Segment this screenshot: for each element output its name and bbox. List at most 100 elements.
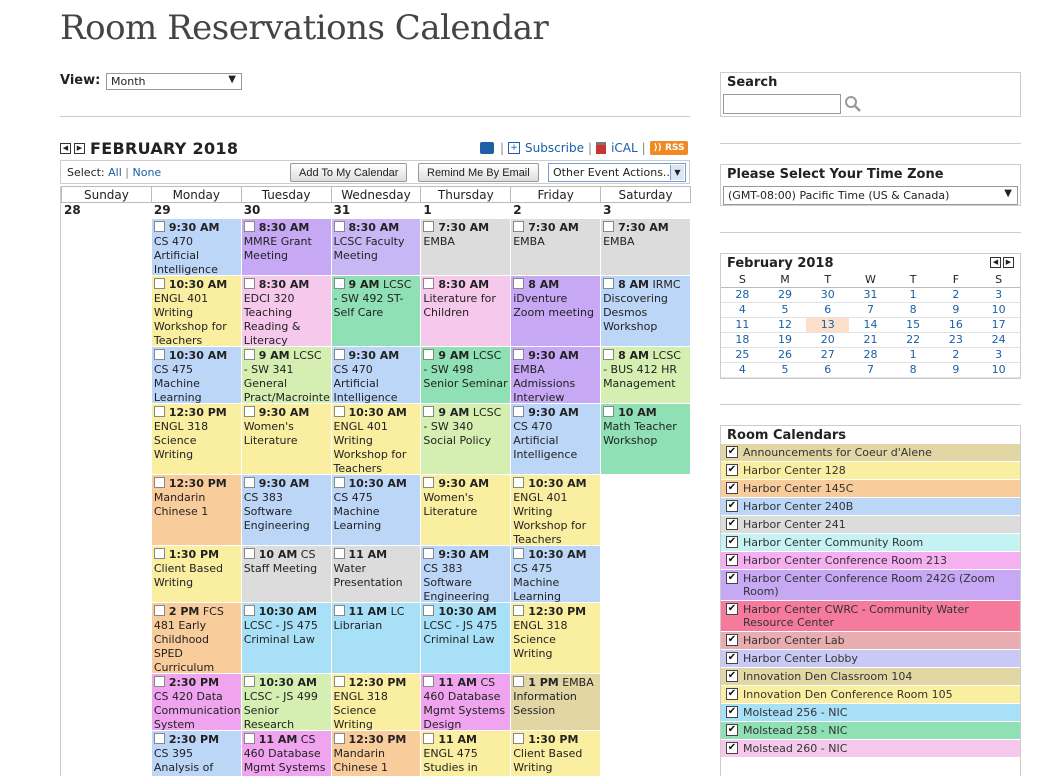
event-checkbox[interactable] (243, 349, 255, 360)
mini-day[interactable]: 5 (763, 362, 807, 378)
room-calendar-item[interactable]: ✔ Harbor Center Lobby (721, 650, 1020, 668)
mini-day[interactable]: 12 (763, 317, 807, 333)
timezone-select[interactable]: (GMT-08:00) Pacific Time (US & Canada) ▼ (723, 186, 1018, 205)
event-item[interactable]: 9 AM LCSC - SW 498 Senior Seminar (421, 347, 511, 404)
event-checkbox[interactable] (603, 349, 615, 360)
room-calendar-item[interactable]: ✔ Harbor Center Lab (721, 632, 1020, 650)
event-item[interactable]: 10:30 AM LCSC - JS 475 Criminal Law (241, 603, 331, 674)
event-item[interactable]: 1 PM EMBA Information Session (511, 674, 601, 731)
event-checkbox[interactable] (513, 221, 525, 232)
event-item[interactable]: 10:30 AM ENGL 401 Writing Workshop for Te… (331, 404, 421, 475)
day-number[interactable]: 1 (421, 203, 511, 219)
room-calendar-item[interactable]: ✔ Molstead 256 - NIC (721, 704, 1020, 722)
event-checkbox[interactable] (603, 278, 615, 289)
event-checkbox[interactable] (423, 733, 435, 744)
mini-day-today[interactable]: 13 (806, 317, 850, 333)
event-item[interactable]: 9:30 AM Women's Literature (421, 475, 511, 546)
room-checkbox[interactable]: ✔ (726, 554, 738, 566)
subscribe-link[interactable]: Subscribe (525, 141, 585, 155)
event-item[interactable]: 11 AM LC Librarian (331, 603, 421, 674)
mini-day[interactable]: 20 (806, 332, 850, 348)
event-item[interactable]: 11 AM ENGL 475 Studies in (421, 731, 511, 776)
event-checkbox[interactable] (153, 548, 165, 559)
mini-day[interactable]: 7 (849, 362, 892, 378)
room-checkbox[interactable]: ✔ (726, 742, 738, 754)
select-none-link[interactable]: None (132, 166, 162, 179)
mini-day[interactable]: 29 (763, 287, 807, 303)
event-item[interactable]: 2:30 PM CS 420 Data Communication System (151, 674, 241, 731)
room-checkbox[interactable]: ✔ (726, 536, 738, 548)
event-checkbox[interactable] (423, 548, 435, 559)
event-item[interactable]: 10:30 AM CS 475 Machine Learning (511, 546, 601, 603)
event-checkbox[interactable] (243, 605, 255, 616)
event-checkbox[interactable] (423, 221, 435, 232)
event-item[interactable]: 8:30 AM LCSC Faculty Meeting (331, 219, 421, 276)
day-number[interactable]: 2 (511, 203, 601, 219)
room-checkbox[interactable]: ✔ (726, 518, 738, 530)
event-checkbox[interactable] (243, 548, 255, 559)
day-number[interactable]: 28 (62, 203, 151, 219)
mini-day[interactable]: 3 (977, 287, 1020, 303)
mini-day[interactable]: 17 (977, 317, 1020, 333)
room-calendar-item[interactable]: ✔ Harbor Center 128 (721, 462, 1020, 480)
room-checkbox[interactable]: ✔ (726, 688, 738, 700)
add-to-calendar-button[interactable]: Add To My Calendar (290, 163, 408, 182)
event-item[interactable]: 9 AM LCSC - SW 492 ST-Self Care (331, 276, 421, 347)
mini-day[interactable]: 19 (763, 332, 807, 348)
event-checkbox[interactable] (603, 221, 615, 232)
event-checkbox[interactable] (513, 605, 525, 616)
room-checkbox[interactable]: ✔ (726, 482, 738, 494)
event-item[interactable]: 8:30 AM Literature for Children (421, 276, 511, 347)
event-checkbox[interactable] (153, 477, 165, 488)
event-checkbox[interactable] (333, 349, 345, 360)
event-item[interactable]: 9:30 AM EMBA Admissions Interview (511, 347, 601, 404)
event-item[interactable]: 7:30 AM EMBA (421, 219, 511, 276)
mini-day[interactable]: 21 (849, 332, 892, 348)
event-item[interactable]: 12:30 PM ENGL 318 Science Writing (331, 674, 421, 731)
event-checkbox[interactable] (243, 221, 255, 232)
event-checkbox[interactable] (333, 406, 345, 417)
event-checkbox[interactable] (333, 605, 345, 616)
event-checkbox[interactable] (153, 605, 165, 616)
mini-day[interactable]: 5 (763, 302, 807, 318)
event-item[interactable]: 10:30 AM LCSC - JS 499 Senior Research (241, 674, 331, 731)
mini-day[interactable]: 27 (806, 347, 850, 363)
view-select[interactable]: Month ▼ (106, 73, 242, 90)
remind-by-email-button[interactable]: Remind Me By Email (418, 163, 539, 182)
room-calendar-item[interactable]: ✔ Harbor Center 241 (721, 516, 1020, 534)
event-checkbox[interactable] (243, 477, 255, 488)
event-item[interactable]: 8:30 AM MMRE Grant Meeting (241, 219, 331, 276)
ical-link[interactable]: iCAL (611, 141, 638, 155)
event-checkbox[interactable] (153, 278, 165, 289)
mini-day[interactable]: 31 (849, 287, 892, 303)
event-checkbox[interactable] (333, 548, 345, 559)
mini-day[interactable]: 10 (977, 302, 1020, 318)
prev-month-icon[interactable]: ◀ (990, 257, 1001, 268)
mini-day[interactable]: 6 (806, 302, 850, 318)
day-number[interactable]: 29 (151, 203, 241, 219)
event-item[interactable]: 8:30 AM EDCI 320 Teaching Reading & Liter… (241, 276, 331, 347)
room-checkbox[interactable]: ✔ (726, 603, 738, 615)
day-number[interactable]: 3 (601, 203, 690, 219)
mini-day[interactable]: 2 (934, 347, 978, 363)
mini-day[interactable]: 11 (721, 317, 764, 333)
event-item[interactable]: 7:30 AM EMBA (511, 219, 601, 276)
event-item[interactable]: 12:30 PM Mandarin Chinese 1 (331, 731, 421, 776)
event-checkbox[interactable] (333, 733, 345, 744)
room-calendar-item[interactable]: ✔ Announcements for Coeur d'Alene (721, 444, 1020, 462)
event-item[interactable]: 9:30 AM CS 383 Software Engineering (241, 475, 331, 546)
mini-day[interactable]: 10 (977, 362, 1020, 378)
mini-day[interactable]: 9 (934, 302, 978, 318)
event-item[interactable]: 10:30 AM CS 475 Machine Learning (331, 475, 421, 546)
room-checkbox[interactable]: ✔ (726, 572, 738, 584)
event-checkbox[interactable] (243, 406, 255, 417)
event-checkbox[interactable] (513, 733, 525, 744)
event-checkbox[interactable] (153, 406, 165, 417)
room-checkbox[interactable]: ✔ (726, 706, 738, 718)
event-item[interactable]: 9 AM LCSC - SW 341 General Pract/Macroint… (241, 347, 331, 404)
event-item[interactable]: 9:30 AM Women's Literature (241, 404, 331, 475)
event-checkbox[interactable] (423, 349, 435, 360)
event-item[interactable]: 8 AM LCSC - BUS 412 HR Management (601, 347, 690, 404)
day-number[interactable]: 31 (331, 203, 421, 219)
